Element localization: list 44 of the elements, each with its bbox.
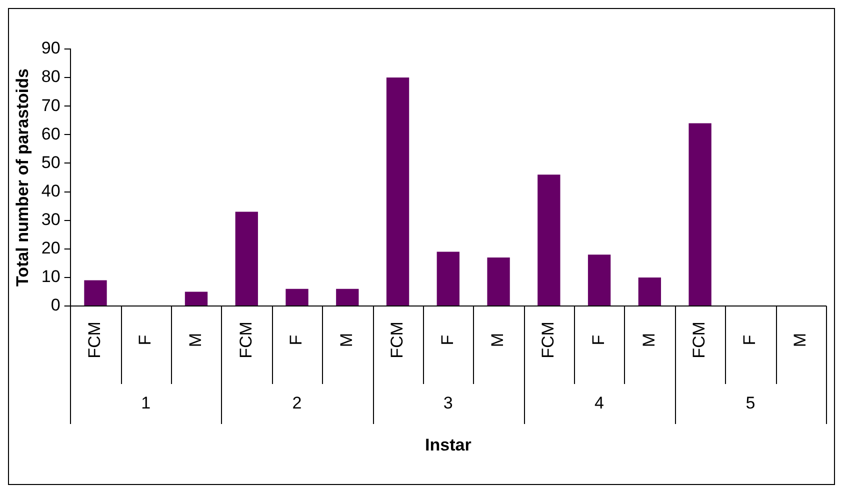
- y-tick-label: 0: [50, 296, 60, 315]
- bar: [436, 252, 460, 306]
- bar: [688, 123, 712, 306]
- y-tick-label: 60: [41, 124, 60, 144]
- text: 2: [292, 394, 302, 413]
- x-tick-label: FCM: [236, 322, 256, 358]
- x-tick-label: FCM: [538, 322, 558, 358]
- text: 3: [443, 394, 453, 413]
- y-tick-label: 90: [41, 38, 60, 58]
- y-tick-label: 40: [41, 181, 60, 200]
- bar: [487, 257, 510, 306]
- x-tick-label: M: [639, 332, 658, 348]
- bar: [538, 174, 560, 306]
- text: 1: [141, 394, 151, 413]
- bar: [386, 78, 410, 306]
- y-tick-label: 20: [41, 238, 60, 258]
- x-tick-label: F: [740, 334, 760, 346]
- x-tick-label: FCM: [85, 322, 104, 358]
- bar: [84, 280, 107, 306]
- y-axis-title: Total number of parastoids: [12, 68, 32, 286]
- x-tick-label: F: [588, 334, 608, 346]
- bar: [638, 277, 662, 306]
- x-tick-label: M: [337, 332, 356, 348]
- x-tick-label: M: [488, 332, 508, 348]
- x-tick-label: FCM: [690, 322, 709, 358]
- y-tick-label: 30: [41, 210, 60, 230]
- text: 5: [746, 394, 756, 413]
- bar: [286, 288, 308, 306]
- y-tick-label: 50: [41, 152, 60, 172]
- x-tick-label: F: [136, 334, 155, 346]
- y-tick-label: 70: [41, 96, 60, 115]
- bar: [235, 212, 258, 306]
- y-tick-label: 10: [41, 267, 60, 286]
- bar: [588, 254, 611, 306]
- x-tick-label: F: [438, 334, 457, 346]
- x-tick-label: M: [790, 332, 810, 348]
- bar: [184, 292, 208, 306]
- x-tick-label: FCM: [387, 322, 406, 358]
- y-tick-label: 80: [41, 67, 60, 86]
- x-axis-title: Instar: [425, 436, 472, 455]
- bar: [336, 288, 359, 306]
- text: 4: [594, 394, 604, 413]
- x-tick-label: M: [186, 332, 205, 348]
- x-tick-label: F: [286, 334, 306, 346]
